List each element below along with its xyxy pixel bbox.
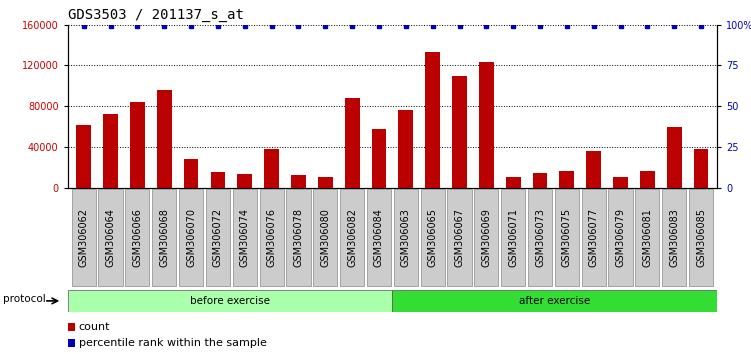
FancyBboxPatch shape <box>528 189 552 286</box>
Text: GDS3503 / 201137_s_at: GDS3503 / 201137_s_at <box>68 8 243 22</box>
Text: GSM306077: GSM306077 <box>589 207 599 267</box>
Bar <box>506 177 520 188</box>
FancyBboxPatch shape <box>68 290 392 312</box>
Bar <box>532 173 547 188</box>
Bar <box>68 339 74 347</box>
Text: before exercise: before exercise <box>190 296 270 306</box>
Bar <box>694 149 708 188</box>
Text: GSM306067: GSM306067 <box>454 208 465 267</box>
Text: count: count <box>79 322 110 332</box>
Text: GSM306064: GSM306064 <box>106 208 116 267</box>
Bar <box>157 90 172 188</box>
Text: GSM306073: GSM306073 <box>535 208 545 267</box>
Text: protocol: protocol <box>4 294 46 304</box>
Bar <box>587 151 601 188</box>
Text: GSM306079: GSM306079 <box>616 208 626 267</box>
Text: GSM306070: GSM306070 <box>186 208 196 267</box>
FancyBboxPatch shape <box>260 189 284 286</box>
FancyBboxPatch shape <box>581 189 606 286</box>
Text: GSM306069: GSM306069 <box>481 208 491 267</box>
Text: GSM306072: GSM306072 <box>213 207 223 267</box>
Text: GSM306068: GSM306068 <box>159 208 169 267</box>
FancyBboxPatch shape <box>233 189 257 286</box>
FancyBboxPatch shape <box>367 189 391 286</box>
Bar <box>667 127 682 188</box>
Text: after exercise: after exercise <box>519 296 590 306</box>
Text: GSM306083: GSM306083 <box>669 208 679 267</box>
FancyBboxPatch shape <box>448 189 472 286</box>
Text: GSM306075: GSM306075 <box>562 207 572 267</box>
FancyBboxPatch shape <box>286 189 310 286</box>
Text: GSM306066: GSM306066 <box>132 208 143 267</box>
Bar <box>559 171 575 188</box>
FancyBboxPatch shape <box>608 189 632 286</box>
FancyBboxPatch shape <box>394 189 418 286</box>
Bar <box>264 149 279 188</box>
Bar <box>237 175 252 188</box>
Bar <box>425 52 440 188</box>
Bar <box>103 114 118 188</box>
FancyBboxPatch shape <box>152 189 176 286</box>
FancyBboxPatch shape <box>98 189 122 286</box>
Text: GSM306084: GSM306084 <box>374 208 384 267</box>
Bar <box>291 176 306 188</box>
Bar <box>372 129 386 188</box>
Bar <box>68 323 74 331</box>
Bar <box>613 177 628 188</box>
Text: GSM306082: GSM306082 <box>347 208 357 267</box>
Bar <box>399 110 413 188</box>
Bar <box>318 177 333 188</box>
Text: GSM306085: GSM306085 <box>696 208 706 267</box>
FancyBboxPatch shape <box>206 189 230 286</box>
FancyBboxPatch shape <box>689 189 713 286</box>
Bar <box>210 172 225 188</box>
Text: GSM306074: GSM306074 <box>240 208 250 267</box>
FancyBboxPatch shape <box>635 189 659 286</box>
Bar <box>77 125 91 188</box>
FancyBboxPatch shape <box>125 189 149 286</box>
FancyBboxPatch shape <box>421 189 445 286</box>
FancyBboxPatch shape <box>555 189 579 286</box>
Bar <box>130 102 145 188</box>
Text: GSM306071: GSM306071 <box>508 208 518 267</box>
FancyBboxPatch shape <box>662 189 686 286</box>
Text: GSM306062: GSM306062 <box>79 208 89 267</box>
FancyBboxPatch shape <box>313 189 337 286</box>
Bar <box>479 62 493 188</box>
FancyBboxPatch shape <box>392 290 717 312</box>
Text: GSM306065: GSM306065 <box>427 208 438 267</box>
Text: percentile rank within the sample: percentile rank within the sample <box>79 338 267 348</box>
Text: GSM306063: GSM306063 <box>401 208 411 267</box>
Text: GSM306078: GSM306078 <box>294 208 303 267</box>
Bar <box>640 171 655 188</box>
FancyBboxPatch shape <box>179 189 204 286</box>
Bar <box>452 76 467 188</box>
Text: GSM306080: GSM306080 <box>320 208 330 267</box>
Text: GSM306076: GSM306076 <box>267 208 276 267</box>
Bar <box>345 98 360 188</box>
Text: GSM306081: GSM306081 <box>642 208 653 267</box>
Bar <box>184 159 198 188</box>
FancyBboxPatch shape <box>71 189 96 286</box>
FancyBboxPatch shape <box>475 189 499 286</box>
FancyBboxPatch shape <box>340 189 364 286</box>
FancyBboxPatch shape <box>501 189 525 286</box>
